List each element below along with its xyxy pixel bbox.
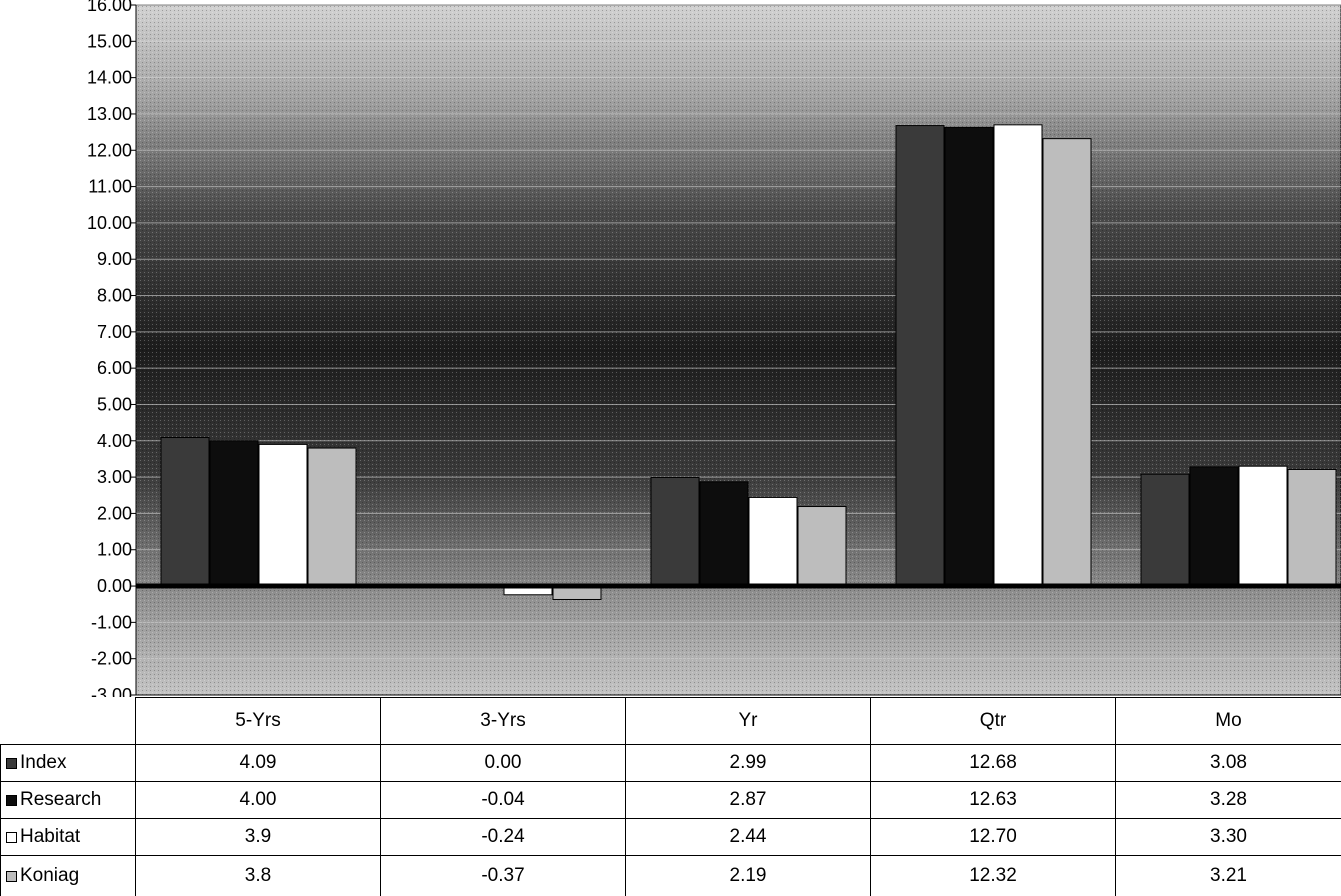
legend-entry-koniag: Koniag	[0, 856, 136, 896]
y-tick-label: 16.00	[87, 0, 132, 15]
data-label: 4.09	[136, 745, 381, 781]
category-header-row: 5-Yrs 3-Yrs Yr Qtr Mo	[135, 697, 1341, 744]
bar-index-yr	[650, 476, 700, 587]
y-tick-label: 5.00	[97, 394, 132, 414]
y-tick-label: 15.00	[87, 31, 132, 51]
series-name: Research	[20, 789, 102, 810]
y-tick-label: 11.00	[88, 177, 132, 197]
data-label: -0.04	[381, 782, 626, 818]
data-label: 2.19	[626, 856, 871, 896]
data-label: 12.68	[871, 745, 1116, 781]
bar-koniag-mo	[1287, 468, 1337, 587]
bar-research-yr	[699, 481, 749, 587]
data-label: 3.8	[136, 856, 381, 896]
data-label: -0.24	[381, 819, 626, 855]
category-header: Qtr	[871, 698, 1116, 744]
y-tick-label: 8.00	[97, 286, 132, 306]
bar-koniag-yr	[797, 506, 847, 587]
y-tick-label: 2.00	[97, 503, 132, 523]
data-label: 2.99	[626, 745, 871, 781]
legend-swatch	[6, 794, 17, 806]
legend-swatch	[6, 757, 17, 769]
bar-index-5-yrs	[160, 437, 210, 587]
bar-koniag-qtr	[1042, 138, 1092, 587]
category-header: Yr	[626, 698, 871, 744]
y-tick-label: 14.00	[87, 68, 132, 88]
series-row-habitat: Habitat 3.9 -0.24 2.44 12.70 3.30	[0, 818, 1341, 855]
y-tick-label: 10.00	[87, 213, 132, 233]
y-tick-label: 6.00	[97, 358, 132, 378]
plot-area	[135, 4, 1341, 696]
y-tick-label: 13.00	[87, 104, 132, 124]
data-label: 3.28	[1210, 789, 1247, 810]
series-name: Koniag	[20, 865, 80, 886]
bar-index-mo	[1140, 473, 1190, 587]
legend-swatch	[6, 831, 17, 843]
bar-index-qtr	[895, 125, 945, 587]
series-row-research: Research 4.00 -0.04 2.87 12.63 3.28	[0, 781, 1341, 818]
plot-texture	[136, 5, 1341, 695]
bar-habitat-qtr	[993, 124, 1043, 587]
y-tick-label: 3.00	[97, 467, 132, 487]
bars	[136, 124, 1341, 600]
category-header: 5-Yrs	[136, 698, 381, 744]
data-label: 12.63	[871, 782, 1116, 818]
y-tick-label: 9.00	[97, 249, 132, 269]
y-tick-label: 4.00	[97, 431, 132, 451]
data-label: 0.00	[381, 745, 626, 781]
legend-swatch	[6, 870, 17, 882]
bar-habitat-mo	[1238, 465, 1288, 587]
bar-habitat-5-yrs	[258, 443, 308, 587]
data-label: 12.32	[871, 856, 1116, 896]
data-label: 12.70	[871, 819, 1116, 855]
data-label: 2.44	[626, 819, 871, 855]
data-label: 3.9	[136, 819, 381, 855]
data-label: -0.37	[381, 856, 626, 896]
y-axis: 16.00 15.00 14.00 13.00 12.00 11.00 10.00 9.00 8…	[87, 0, 137, 697]
y-tick-label: 1.00	[97, 540, 132, 560]
y-tick-label: -1.00	[91, 612, 132, 632]
y-tick-label: -2.00	[91, 649, 132, 669]
series-name: Index	[20, 752, 67, 773]
legend-entry-habitat: Habitat	[0, 819, 136, 855]
data-table: 5-Yrs 3-Yrs Yr Qtr Mo Index 4.09 0.00 2.…	[0, 697, 1341, 896]
data-label: 4.00	[136, 782, 381, 818]
bar-habitat-yr	[748, 496, 798, 587]
data-label: 3.21	[1210, 865, 1247, 886]
legend-entry-index: Index	[0, 745, 136, 781]
y-tick-label: 7.00	[97, 322, 132, 342]
y-tick-label: 12.00	[87, 140, 132, 160]
data-label: 3.08	[1210, 752, 1247, 773]
y-tick-label: -3.00	[91, 685, 132, 697]
series-row-koniag: Koniag 3.8 -0.37 2.19 12.32 3.21	[0, 855, 1341, 896]
legend-entry-research: Research	[0, 782, 136, 818]
bar-koniag-5-yrs	[307, 447, 357, 587]
y-tick-label: 0.00	[97, 576, 132, 596]
series-name: Habitat	[20, 826, 81, 847]
bar-research-5-yrs	[209, 440, 259, 587]
chart: 16.00 15.00 14.00 13.00 12.00 11.00 10.00 9.00 8…	[87, 0, 1341, 697]
bar-research-qtr	[944, 126, 994, 587]
data-label: 2.87	[626, 782, 871, 818]
category-header: Mo	[1215, 710, 1242, 731]
series-row-index: Index 4.09 0.00 2.99 12.68 3.08	[0, 744, 1341, 781]
data-label: 3.30	[1210, 826, 1247, 847]
bar-research-mo	[1189, 466, 1239, 587]
category-header: 3-Yrs	[381, 698, 626, 744]
